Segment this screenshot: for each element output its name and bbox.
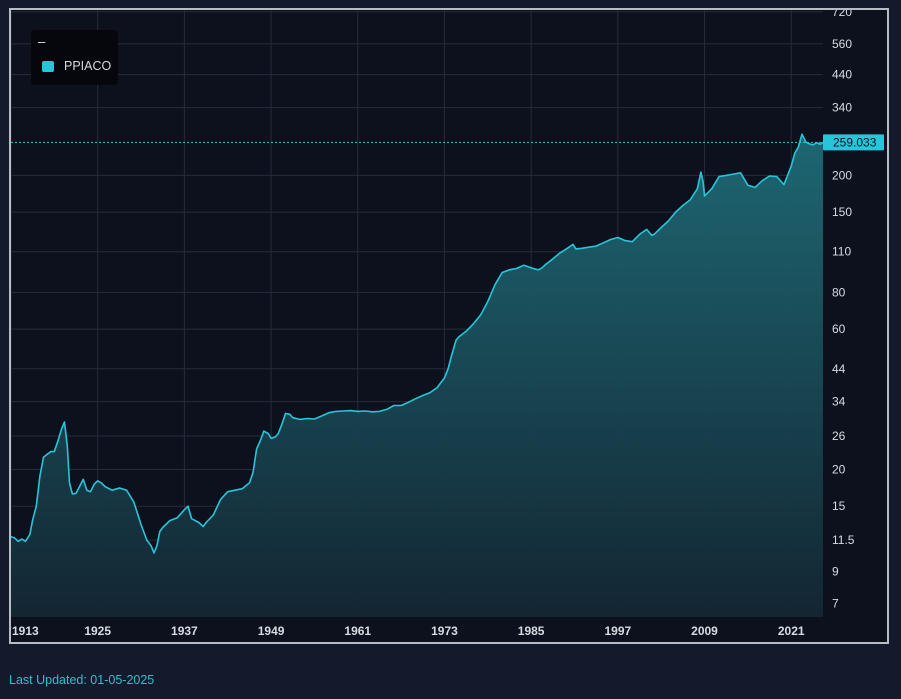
- last-value-badge: 259.033: [823, 134, 884, 151]
- y-tick-label: 80: [832, 285, 846, 299]
- y-tick-label: 9: [832, 564, 839, 578]
- x-tick-label: 1925: [84, 624, 111, 638]
- y-tick-label: 20: [832, 462, 846, 476]
- chart-area[interactable]: 720 560 440 340 200 150 110 80 60 44 34 26 20 15 11.5 9…: [11, 10, 887, 642]
- ppiaco-area-fill: [11, 134, 823, 617]
- y-tick-label: 150: [832, 205, 852, 219]
- y-tick-label: 34: [832, 395, 846, 409]
- y-tick-label: 440: [832, 68, 852, 82]
- last-value-badge-bg: [823, 134, 884, 151]
- x-tick-label: 1997: [604, 624, 631, 638]
- last-updated-text: Last Updated: 01-05-2025: [9, 673, 155, 687]
- y-tick-label: 15: [832, 499, 846, 513]
- legend-series-label[interactable]: PPIACO: [64, 59, 112, 73]
- last-value-text: 259.033: [833, 135, 877, 149]
- y-tick-label: 60: [832, 322, 846, 336]
- x-tick-label: 1913: [12, 624, 39, 638]
- legend[interactable]: – PPIACO: [31, 30, 118, 85]
- x-tick-label: 1937: [171, 624, 198, 638]
- legend-swatch: [42, 61, 54, 72]
- x-tick-label: 1973: [431, 624, 458, 638]
- ppiaco-series-line[interactable]: [11, 133, 824, 554]
- x-tick-label: 1985: [518, 624, 545, 638]
- y-tick-label: 200: [832, 168, 852, 182]
- x-tick-label: 1949: [258, 624, 285, 638]
- y-tick-label: 7: [832, 597, 839, 611]
- y-tick-label: 44: [832, 362, 846, 376]
- y-tick-label: 26: [832, 429, 846, 443]
- y-axis: 720 560 440 340 200 150 110 80 60 44 34 26 20 15 11.5 9…: [832, 10, 855, 611]
- y-tick-label: 11.5: [832, 533, 855, 547]
- legend-title: –: [38, 34, 46, 49]
- x-tick-label: 2009: [691, 624, 718, 638]
- y-tick-label: 340: [832, 101, 852, 115]
- chart-frame: 720 560 440 340 200 150 110 80 60 44 34 26 20 15 11.5 9…: [9, 8, 889, 644]
- y-tick-label: 110: [832, 245, 851, 259]
- x-tick-label: 2021: [778, 624, 805, 638]
- y-tick-label: 720: [832, 10, 852, 19]
- x-axis: 1913 1925 1937 1949 1961 1973 1985 1997 2009 2021: [12, 624, 805, 638]
- y-tick-label: 560: [832, 37, 852, 51]
- x-tick-label: 1961: [344, 624, 371, 638]
